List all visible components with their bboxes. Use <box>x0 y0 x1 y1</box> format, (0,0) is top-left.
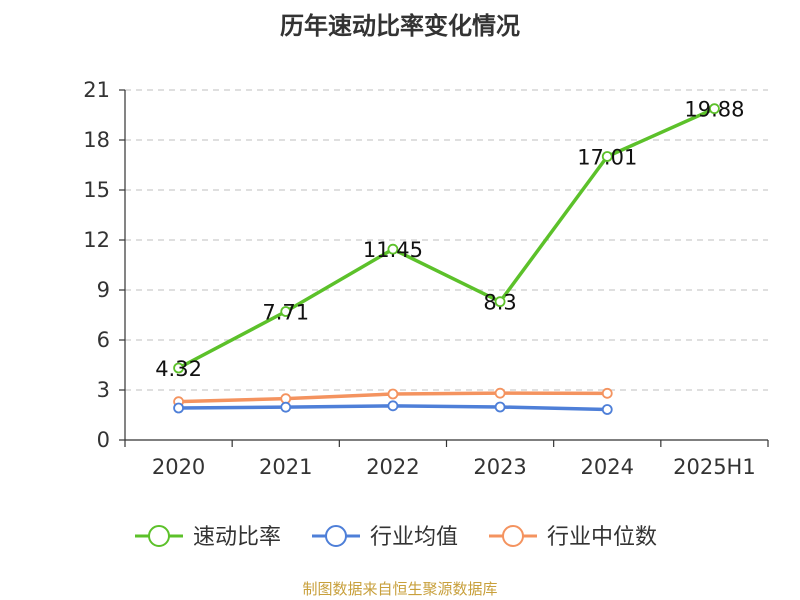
legend-marker <box>325 525 347 547</box>
data-label: 8.3 <box>483 291 516 315</box>
legend-label: 行业均值 <box>370 525 458 550</box>
data-point <box>173 362 184 374</box>
legend-marker <box>148 525 170 547</box>
x-tick-label: 2020 <box>152 455 205 479</box>
legend-item: 速动比率 <box>135 525 281 550</box>
data-point <box>387 388 399 400</box>
data-point <box>601 404 613 415</box>
data-label: 11.45 <box>363 238 423 262</box>
y-tick-label: 18 <box>83 128 110 152</box>
y-tick-label: 9 <box>97 278 110 302</box>
source-footer: 制图数据来自恒生聚源数据库 <box>302 580 498 598</box>
y-tick-label: 21 <box>83 78 110 102</box>
axes: 0 3 6 9 12 15 18 21 2020 2021 2022 2023 2024 2025H1 <box>83 78 769 479</box>
data-point <box>280 306 292 317</box>
data-labels: 4.32 7.71 11.45 8.3 17.01 19.88 <box>155 98 744 381</box>
data-point <box>387 400 399 412</box>
y-tick-label: 3 <box>97 378 110 402</box>
y-tick-label: 15 <box>83 178 110 202</box>
data-point <box>601 387 613 399</box>
y-tick-label: 6 <box>97 328 110 352</box>
y-tick-label: 12 <box>83 228 110 252</box>
data-point <box>280 401 292 413</box>
x-tick-label: 2024 <box>581 455 634 479</box>
y-tick-label: 0 <box>97 428 110 452</box>
x-tick-label: 2025H1 <box>673 455 756 479</box>
legend-marker <box>502 525 524 547</box>
legend: 速动比率 行业均值 行业中位数 <box>135 525 657 550</box>
legend-label: 行业中位数 <box>547 525 657 550</box>
data-label: 4.32 <box>155 357 202 381</box>
x-tick-label: 2023 <box>473 455 526 479</box>
legend-item: 行业均值 <box>312 525 458 550</box>
data-point <box>601 151 613 162</box>
data-point <box>494 401 506 413</box>
data-point <box>709 103 720 115</box>
chart-title: 历年速动比率变化情况 <box>280 12 520 40</box>
data-point <box>494 387 506 399</box>
data-label: 17.01 <box>577 146 637 170</box>
data-point <box>387 243 399 255</box>
data-point <box>494 296 506 308</box>
series-line <box>177 107 716 370</box>
x-tick-label: 2021 <box>259 455 312 479</box>
series <box>173 103 720 415</box>
data-point <box>173 402 184 414</box>
legend-item: 行业中位数 <box>489 525 657 550</box>
data-label: 19.88 <box>684 98 744 122</box>
data-label: 7.71 <box>262 301 309 325</box>
grid-lines <box>125 89 768 391</box>
legend-label: 速动比率 <box>193 525 281 550</box>
x-tick-label: 2022 <box>366 455 419 479</box>
